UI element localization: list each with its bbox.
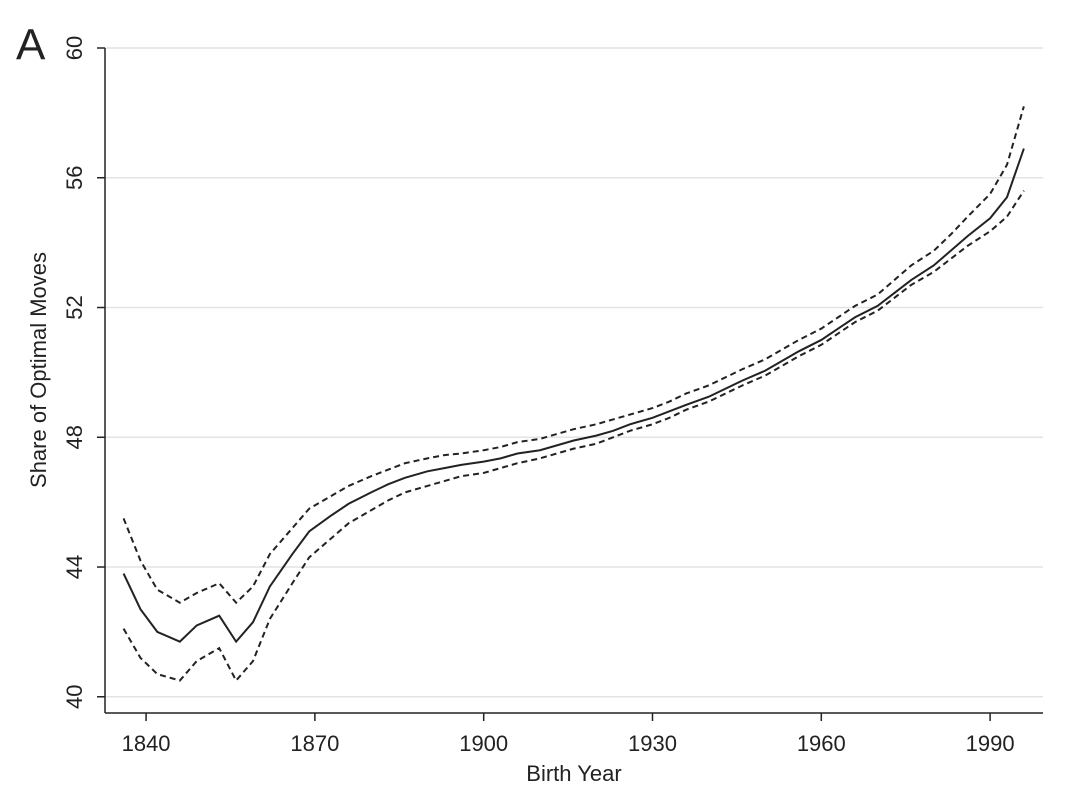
x-tick-label: 1870 <box>290 731 339 756</box>
y-tick-label: 48 <box>62 425 87 449</box>
x-tick-label: 1900 <box>459 731 508 756</box>
y-tick-label: 40 <box>62 685 87 709</box>
series-line <box>122 190 1025 683</box>
y-tick-label: 60 <box>62 36 87 60</box>
series-line <box>122 106 1025 605</box>
x-tick-label: 1990 <box>966 731 1015 756</box>
x-tick-label: 1960 <box>797 731 846 756</box>
y-tick-label: 52 <box>62 295 87 319</box>
panel-label: A <box>16 21 46 70</box>
x-tick-label: 1930 <box>628 731 677 756</box>
y-axis-label: Share of Optimal Moves <box>26 252 51 488</box>
x-axis-label: Birth Year <box>526 761 621 786</box>
x-tick-label: 1840 <box>122 731 171 756</box>
y-tick-label: 56 <box>62 166 87 190</box>
y-tick-label: 44 <box>62 555 87 579</box>
series-line <box>122 148 1025 644</box>
